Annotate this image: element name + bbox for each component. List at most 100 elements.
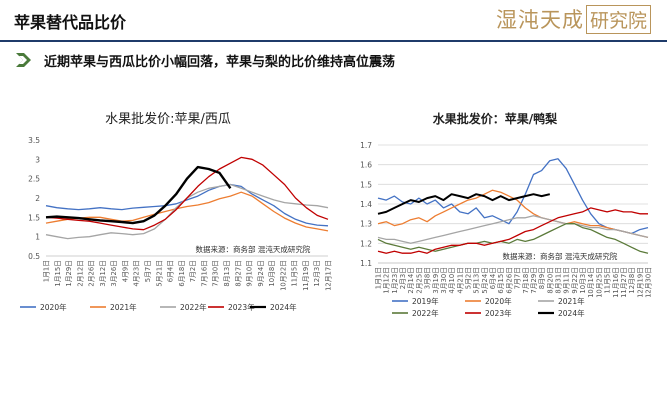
series-line xyxy=(377,215,649,244)
x-tick-label: 3月8日 xyxy=(424,267,432,289)
chart-apple-pear: 水果批发价：苹果/鸭梨 1.1 1.2 1.3 1.4 1.5 1.6 1.7 1月1日 1月12… xyxy=(360,111,653,318)
legend-label: 2020年 xyxy=(40,302,67,312)
x-tick-label: 11月19日 xyxy=(302,260,310,291)
x-tick-label: 2月25日 xyxy=(415,267,423,294)
x-tick-label: 6月15日 xyxy=(497,267,505,294)
y-tick-label: 2 xyxy=(35,194,40,203)
x-tick-label: 12月19日 xyxy=(636,267,644,298)
x-tick-label: 3月30日 xyxy=(440,267,448,294)
logo-text: 湿沌天成 xyxy=(496,8,584,32)
x-tick-label: 2月26日 xyxy=(88,260,96,287)
x-tick-label: 5月21日 xyxy=(155,260,163,287)
y-tick-label: 1.1 xyxy=(360,259,372,268)
x-tick-label: 4月21日 xyxy=(456,267,464,294)
series-line xyxy=(45,183,329,240)
series-line xyxy=(377,193,551,215)
x-tick-label: 10月22日 xyxy=(279,260,287,291)
chart-apple-watermelon: 水果批发价:苹果/西瓜 0.5 1 1.5 2 2.5 3 3.5 1月1日 1月15日 1月29日… xyxy=(20,111,333,312)
y-tick-label: 2.5 xyxy=(28,175,40,184)
x-tick-label: 7月29日 xyxy=(530,267,538,294)
chart-title: 水果批发价：苹果/鸭梨 xyxy=(433,111,557,126)
source-note: 数据来源：商务部 混沌天成研究院 xyxy=(503,251,618,261)
x-tick-label: 5月2日 xyxy=(465,267,473,289)
logo-box-text: 研究院 xyxy=(586,4,652,34)
legend-label: 2020年 xyxy=(485,296,512,306)
y-tick-label: 3 xyxy=(35,155,40,164)
x-tick-label: 4月10日 xyxy=(448,267,456,294)
x-tick-label: 10月14日 xyxy=(587,267,595,298)
legend-label: 2024年 xyxy=(558,308,585,318)
x-tick-label: 2月3日 xyxy=(399,267,407,289)
x-tick-label: 1月12日 xyxy=(383,267,391,294)
x-tick-label: 6月4日 xyxy=(489,267,497,289)
x-tick-label: 2月12日 xyxy=(76,260,84,287)
x-tick-label: 2月14日 xyxy=(407,267,415,294)
legend-label: 2019年 xyxy=(412,296,439,306)
series-line xyxy=(45,183,329,227)
section-subtitle: 近期苹果与西瓜比价小幅回落，苹果与梨的比价维持高位震荡 xyxy=(44,54,396,70)
x-tick-label: 6月26日 xyxy=(505,267,513,294)
x-tick-label: 1月29日 xyxy=(65,260,73,287)
x-tick-label: 9月11日 xyxy=(563,267,571,294)
x-tick-label: 10月8日 xyxy=(268,260,276,287)
x-tick-label: 1月1日 xyxy=(375,267,383,289)
x-tick-label: 12月3日 xyxy=(313,260,321,287)
legend-label: 2023年 xyxy=(228,302,255,312)
legend-label: 2022年 xyxy=(412,308,439,318)
legend-label: 2021年 xyxy=(110,302,137,312)
x-tick-label: 5月24日 xyxy=(481,267,489,294)
y-tick-label: 1.4 xyxy=(360,200,372,209)
y-tick-label: 0.5 xyxy=(28,252,40,261)
x-tick-label: 12月17日 xyxy=(325,260,333,291)
x-tick-label: 3月19日 xyxy=(432,267,440,294)
y-tick-label: 1.6 xyxy=(360,161,372,170)
x-tick-label: 1月15日 xyxy=(54,260,62,287)
series-line xyxy=(45,156,329,231)
y-tick-label: 3.5 xyxy=(28,136,40,145)
source-note: 数据来源：商务部 混沌天成研究院 xyxy=(196,244,311,254)
x-tick-label: 11月5日 xyxy=(291,260,299,287)
x-tick-label: 7月18日 xyxy=(522,267,530,294)
series-line xyxy=(377,207,648,254)
x-tick-label: 9月10日 xyxy=(246,260,254,287)
x-tick-label: 9月22日 xyxy=(571,267,579,294)
x-tick-label: 12月8日 xyxy=(628,267,636,294)
y-tick-label: 1.5 xyxy=(360,180,372,189)
series-line xyxy=(377,223,649,254)
chart-title: 水果批发价:苹果/西瓜 xyxy=(105,111,231,127)
x-tick-label: 6月18日 xyxy=(178,260,186,287)
x-tick-label: 7月2日 xyxy=(189,260,197,282)
x-tick-label: 5月13日 xyxy=(473,267,481,294)
y-tick-label: 1.3 xyxy=(360,220,372,229)
x-tick-label: 10月25日 xyxy=(595,267,603,298)
x-tick-label: 8月27日 xyxy=(234,260,242,287)
x-tick-label: 8月13日 xyxy=(223,260,231,287)
x-tick-label: 7月7日 xyxy=(514,267,522,289)
legend-label: 2022年 xyxy=(180,302,207,312)
y-tick-label: 1.2 xyxy=(360,239,372,248)
subtitle-row: 近期苹果与西瓜比价小幅回落，苹果与梨的比价维持高位震荡 xyxy=(14,50,395,70)
header-divider xyxy=(0,40,667,42)
chevron-right-icon xyxy=(16,53,31,67)
x-tick-label: 11月5日 xyxy=(604,267,612,294)
x-tick-label: 4月9日 xyxy=(121,260,129,282)
x-tick-label: 8月9日 xyxy=(538,267,546,289)
x-tick-label: 7月16日 xyxy=(200,260,208,287)
x-tick-label: 11月16日 xyxy=(612,267,620,298)
x-tick-label: 3月12日 xyxy=(99,260,107,287)
brand-logo: 湿沌天成 研究院 xyxy=(496,4,652,34)
x-tick-label: 5月7日 xyxy=(144,260,152,282)
y-tick-label: 1.7 xyxy=(360,141,372,150)
y-tick-label: 1 xyxy=(35,233,40,242)
x-tick-label: 8月31日 xyxy=(555,267,563,294)
x-tick-label: 9月24日 xyxy=(257,260,265,287)
x-tick-label: 3月26日 xyxy=(110,260,118,287)
series-line xyxy=(45,165,232,225)
legend-label: 2024年 xyxy=(270,302,297,312)
x-tick-label: 11月27日 xyxy=(620,267,628,298)
legend-label: 2023年 xyxy=(485,308,512,318)
series-line xyxy=(377,189,649,239)
x-tick-label: 1月23日 xyxy=(391,267,399,294)
x-tick-label: 12月30日 xyxy=(645,267,653,298)
x-tick-label: 10月3日 xyxy=(579,267,587,294)
